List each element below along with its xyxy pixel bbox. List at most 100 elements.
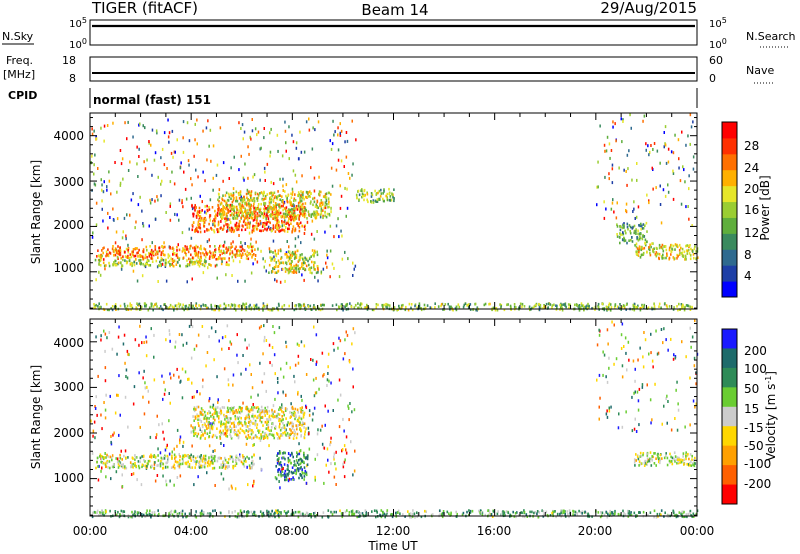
data-cell [306,457,309,461]
data-cell [305,209,307,212]
data-cell [184,461,187,465]
data-cell [201,430,203,433]
data-cell [154,248,157,251]
data-cell [301,471,304,475]
data-cell [208,425,211,429]
data-cell [209,128,212,132]
data-cell [150,305,153,308]
radar-title: TIGER (fitACF) [91,0,198,17]
data-cell [639,308,642,312]
data-cell [635,306,637,309]
data-cell [146,248,148,252]
data-cell [294,267,297,270]
data-cell [237,211,240,215]
data-cell [190,424,192,428]
data-cell [222,257,225,260]
data-cell [169,401,171,405]
data-cell [247,221,249,225]
data-cell [507,511,510,515]
data-cell [193,249,196,253]
data-cell [639,236,642,239]
data-cell [210,326,213,330]
data-cell [192,214,195,218]
data-cell [160,456,163,460]
data-cell [182,205,184,209]
data-cell [258,306,260,310]
data-cell [648,246,650,249]
data-cell [361,512,364,515]
data-cell [297,354,300,358]
data-cell [657,351,660,355]
data-cell [291,215,294,219]
data-cell [307,210,310,213]
data-cell [219,456,221,460]
data-cell [275,222,278,225]
data-cell [248,420,250,424]
data-cell [149,435,152,439]
data-cell [237,423,240,427]
data-cell [326,249,328,253]
data-cell [108,308,110,312]
data-cell [167,256,170,259]
data-cell [531,306,534,310]
data-cell [365,306,368,309]
data-cell [107,254,110,258]
data-cell [202,251,204,255]
data-cell [112,465,115,469]
data-cell [110,456,113,459]
data-cell [246,254,248,257]
data-cell [386,198,389,202]
data-cell [306,217,308,220]
data-cell [222,161,225,165]
data-cell [143,369,145,373]
data-cell [309,271,312,274]
data-cell [325,261,327,265]
data-cell [278,462,281,466]
data-cell [284,120,286,124]
data-cell [283,207,286,210]
data-cell [294,469,296,472]
data-cell [297,463,300,466]
data-cell [294,213,296,217]
data-cell [228,347,230,350]
data-cell [199,261,201,264]
data-cell [620,117,622,121]
data-cell [251,217,253,220]
data-cell [198,465,200,468]
data-cell [363,198,365,202]
data-cell [179,455,181,458]
data-cell [272,198,274,202]
data-cell [289,433,292,437]
data-cell [340,159,343,163]
data-cell [228,399,230,403]
data-cell [267,426,270,429]
data-cell [314,475,316,479]
data-cell [263,212,266,216]
data-cell [200,259,203,262]
data-cell [315,514,318,517]
data-cell [161,422,163,426]
data-cell [272,267,274,270]
data-cell [168,452,171,456]
data-cell [533,305,535,308]
data-cell [286,472,288,476]
data-cell [295,217,298,220]
data-cell [284,478,286,482]
data-cell [215,406,217,409]
data-cell [314,214,316,217]
data-cell [263,335,266,339]
data-cell [288,157,290,161]
data-cell [271,308,274,312]
data-cell [434,302,436,305]
data-cell [628,149,630,153]
data-cell [319,215,322,219]
data-cell [220,420,223,424]
data-cell [117,335,120,339]
data-cell [300,461,303,464]
data-cell [181,201,183,205]
data-cell [291,190,294,194]
data-cell [258,308,260,311]
data-cell [190,177,192,181]
data-cell [110,435,112,438]
data-cell [234,417,237,421]
